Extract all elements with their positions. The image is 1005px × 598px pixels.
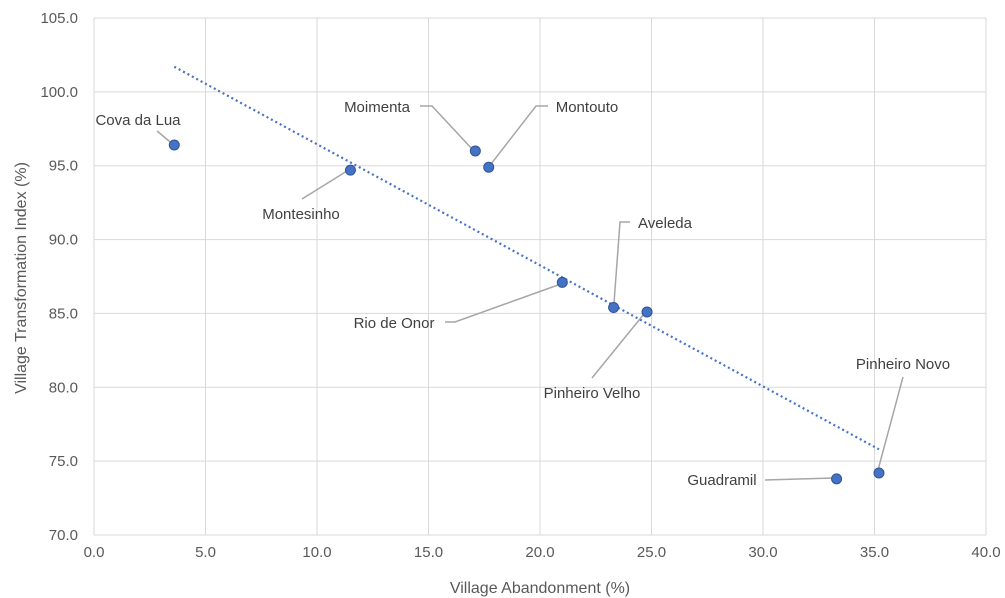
y-tick-label: 90.0 xyxy=(49,232,78,249)
leader-line xyxy=(490,105,548,165)
x-tick-label: 15.0 xyxy=(414,544,443,561)
data-label: Pinheiro Novo xyxy=(856,356,950,373)
data-label: Montesinho xyxy=(262,206,340,223)
x-tick-label: 30.0 xyxy=(748,544,777,561)
x-tick-label: 35.0 xyxy=(860,544,889,561)
data-label: Aveleda xyxy=(638,215,693,232)
data-point xyxy=(483,161,495,173)
data-label: Montouto xyxy=(556,99,619,116)
tick-labels: 0.0 5.0 10.0 15.0 20.0 25.0 30.0 35.0 40.0 70.0 75… xyxy=(40,10,1000,561)
x-tick-label: 40.0 xyxy=(971,544,1000,561)
y-axis-title: Village Transformation Index (%) xyxy=(13,162,30,394)
leader-line xyxy=(420,105,474,151)
y-tick-label: 105.0 xyxy=(40,10,78,27)
data-point xyxy=(168,139,180,151)
data-label: Moimenta xyxy=(344,99,411,116)
y-tick-label: 80.0 xyxy=(49,379,78,396)
leader-line xyxy=(445,284,559,323)
data-point xyxy=(831,473,843,485)
leader-line xyxy=(591,313,645,379)
data-point xyxy=(556,276,568,288)
x-tick-label: 20.0 xyxy=(525,544,554,561)
leader-line xyxy=(613,221,630,304)
data-labels: Cova da Lua Montesinho Moimenta Montouto Rio… xyxy=(95,99,950,489)
x-tick-label: 10.0 xyxy=(302,544,331,561)
data-label: Guadramil xyxy=(687,472,756,489)
data-point xyxy=(641,306,653,318)
y-tick-label: 100.0 xyxy=(40,84,78,101)
x-tick-label: 5.0 xyxy=(195,544,216,561)
data-point xyxy=(469,145,481,157)
y-tick-label: 95.0 xyxy=(49,158,78,175)
data-point xyxy=(608,302,620,314)
gridlines xyxy=(93,17,987,536)
leader-line xyxy=(301,170,348,200)
x-tick-label: 25.0 xyxy=(637,544,666,561)
data-point xyxy=(344,164,356,176)
x-tick-label: 0.0 xyxy=(84,544,105,561)
x-axis-title: Village Abandonment (%) xyxy=(450,580,630,597)
data-label: Rio de Onor xyxy=(354,315,435,332)
leader-line xyxy=(877,376,904,471)
data-label: Pinheiro Velho xyxy=(544,385,641,402)
data-points xyxy=(168,139,885,485)
leader-line xyxy=(764,477,834,481)
label-leader-lines xyxy=(156,105,904,481)
y-tick-label: 85.0 xyxy=(49,305,78,322)
y-tick-label: 75.0 xyxy=(49,453,78,470)
y-tick-label: 70.0 xyxy=(49,527,78,544)
data-point xyxy=(873,467,885,479)
data-label: Cova da Lua xyxy=(95,112,181,129)
trendline xyxy=(173,65,880,451)
